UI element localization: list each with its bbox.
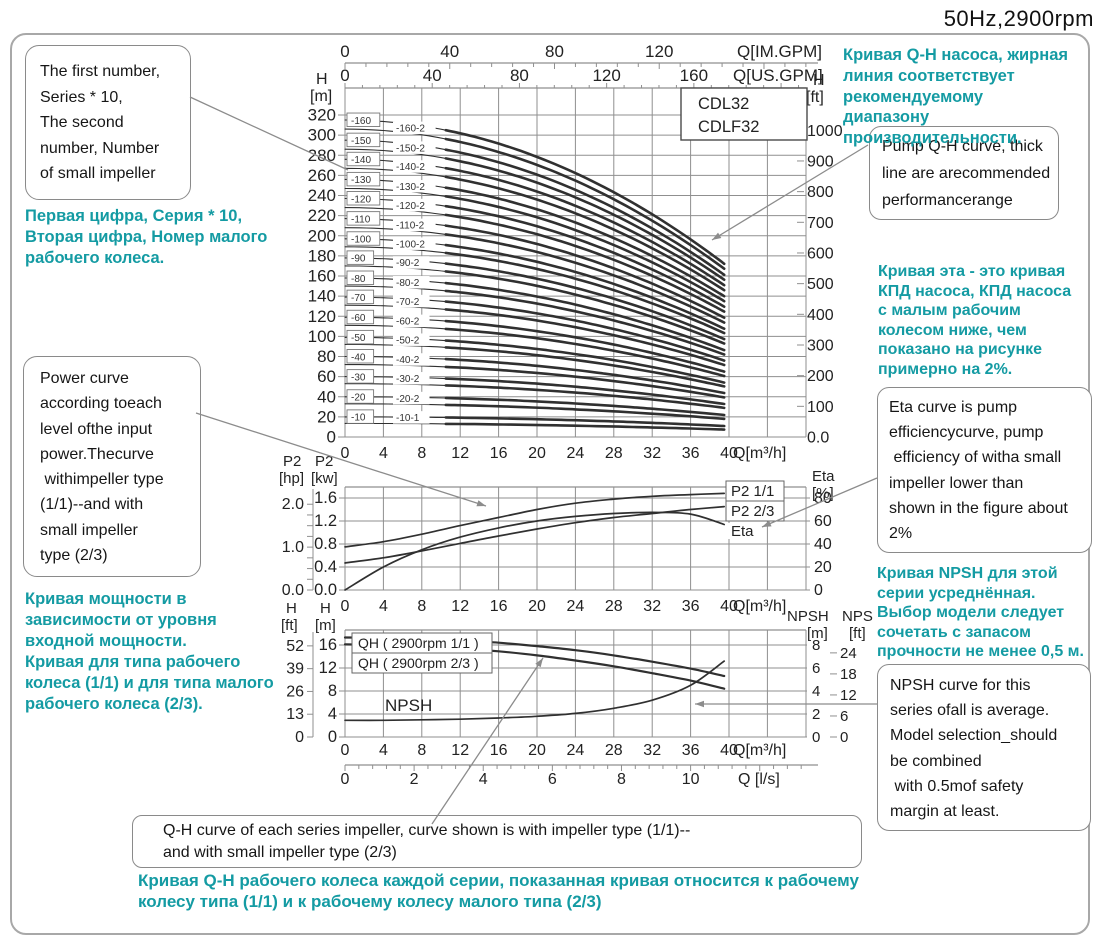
callout-power-curve: Power curve according toeach level ofthe i…	[23, 356, 201, 578]
note-ru-eta: Кривая эта - это кривая КПД насоса, КПД н…	[878, 263, 1072, 378]
note-ru-npsh: Кривая NPSH для этой серии усреднённая. Вы…	[877, 565, 1084, 661]
callout-impeller-numbering: The first number, Series * 10, The second n…	[25, 45, 191, 200]
callout-npsh-curve: NPSH curve for this series ofall is avera…	[877, 664, 1091, 832]
note-ru-qh-bottom: Кривая Q-H рабочего колеса каждой серии,…	[138, 871, 859, 911]
page-title: 50Hz,2900rpm	[943, 6, 1094, 31]
callout-qh-series: Q-H curve of each series impeller, curve…	[132, 815, 862, 868]
note-ru-qh-main: Кривая Q-H насоса, жирная линия соответст…	[843, 46, 1069, 148]
callout-pump-qh: Pump Q-H curve, thick line are arecommend…	[869, 126, 1059, 220]
note-ru-power: Кривая мощности в зависимости от уровня вх…	[25, 590, 274, 713]
callout-eta-curve: Eta curve is pump efficiencycurve, pump e…	[877, 387, 1092, 554]
note-ru-numbering: Первая цифра, Серия * 10, Вторая цифра, Н…	[25, 207, 268, 267]
